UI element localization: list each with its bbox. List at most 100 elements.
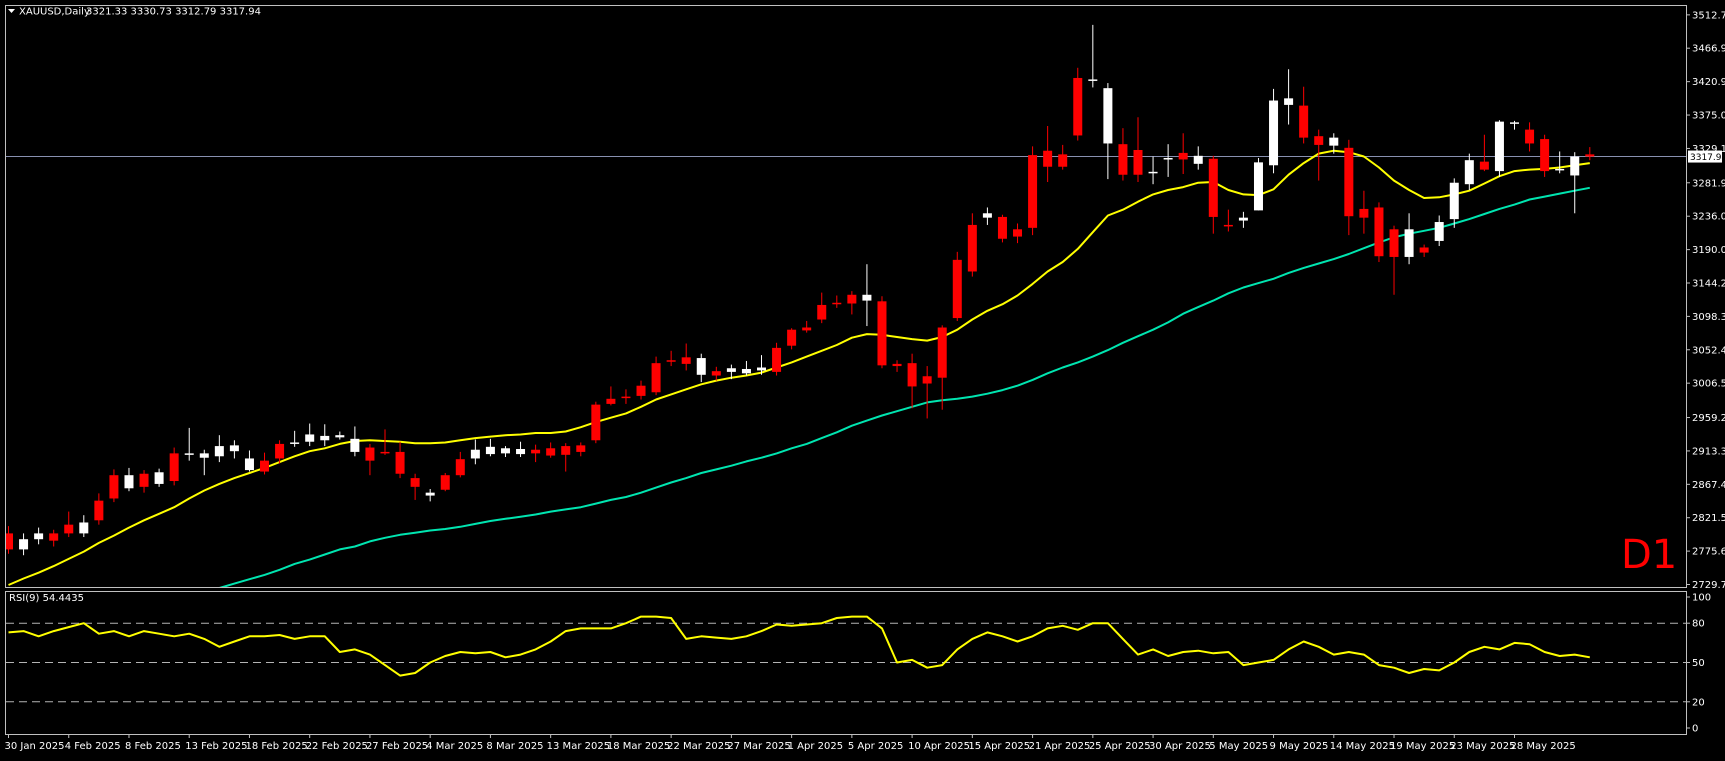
candle-bear[interactable] (1299, 106, 1308, 138)
candle-bull[interactable] (1510, 122, 1519, 124)
candle-bull[interactable] (1555, 169, 1564, 171)
candle-bear[interactable] (832, 303, 841, 305)
candle-bear[interactable] (938, 328, 947, 378)
candle-bull[interactable] (320, 436, 329, 440)
candle-bull[interactable] (426, 493, 435, 496)
candle-bear[interactable] (1480, 162, 1489, 170)
candle-bull[interactable] (305, 434, 314, 441)
candle-bull[interactable] (1254, 162, 1263, 210)
candle-bull[interactable] (1405, 229, 1414, 257)
candle-bear[interactable] (787, 330, 796, 346)
candle-bear[interactable] (1179, 153, 1188, 160)
candle-bear[interactable] (411, 478, 420, 487)
candle-bear[interactable] (621, 397, 630, 399)
candle-bear[interactable] (1525, 130, 1534, 144)
candle-bear[interactable] (275, 444, 284, 459)
candle-bear[interactable] (1390, 229, 1399, 257)
candle-bear[interactable] (877, 301, 886, 365)
candle-bull[interactable] (1164, 158, 1173, 160)
candle-bull[interactable] (335, 435, 344, 437)
candle-bear[interactable] (365, 448, 374, 461)
candle-bear[interactable] (1209, 159, 1218, 217)
candle-bear[interactable] (1118, 144, 1127, 175)
candle-bear[interactable] (260, 461, 269, 472)
candle-bull[interactable] (1103, 88, 1112, 143)
candle-bear[interactable] (606, 399, 615, 404)
candle-bull[interactable] (1269, 101, 1278, 166)
candle-bull[interactable] (501, 448, 510, 453)
candle-bear[interactable] (847, 295, 856, 304)
candle-bull[interactable] (124, 475, 133, 488)
candle-bear[interactable] (1043, 151, 1052, 167)
candle-bull[interactable] (727, 368, 736, 372)
candle-bull[interactable] (516, 449, 525, 454)
candle-bull[interactable] (34, 533, 43, 539)
candle-bear[interactable] (998, 217, 1007, 239)
candle-bull[interactable] (215, 446, 224, 456)
candle-bull[interactable] (697, 358, 706, 375)
candle-bull[interactable] (19, 539, 28, 549)
candle-bull[interactable] (1194, 156, 1203, 164)
candle-bull[interactable] (290, 442, 299, 444)
candle-bear[interactable] (908, 363, 917, 386)
candle-bear[interactable] (1058, 154, 1067, 166)
candle-bull[interactable] (757, 368, 766, 371)
candle-bull[interactable] (350, 439, 359, 452)
candle-bear[interactable] (923, 376, 932, 383)
candle-bear[interactable] (817, 305, 826, 320)
candle-bear[interactable] (652, 363, 661, 392)
candle-bear[interactable] (456, 459, 465, 475)
candle-bear[interactable] (1314, 136, 1323, 145)
candle-bull[interactable] (486, 447, 495, 454)
candle-bear[interactable] (1224, 225, 1233, 227)
candle-bull[interactable] (742, 369, 751, 373)
candle-bear[interactable] (576, 445, 585, 452)
candle-bear[interactable] (712, 371, 721, 375)
candle-bear[interactable] (682, 357, 691, 364)
candle-bull[interactable] (245, 458, 254, 470)
candle-bull[interactable] (1435, 222, 1444, 241)
candle-bear[interactable] (170, 453, 179, 481)
candle-bull[interactable] (1450, 183, 1459, 219)
candle-bear[interactable] (1420, 247, 1429, 252)
candle-bear[interactable] (772, 348, 781, 372)
candle-bull[interactable] (185, 453, 194, 455)
candle-bull[interactable] (1149, 172, 1158, 174)
candle-bear[interactable] (140, 474, 149, 487)
candle-bear[interactable] (1374, 207, 1383, 256)
candle-bull[interactable] (1088, 79, 1097, 81)
candle-bear[interactable] (591, 405, 600, 441)
candle-bull[interactable] (1570, 157, 1579, 176)
candle-bear[interactable] (441, 475, 450, 490)
candle-bull[interactable] (200, 453, 209, 457)
candle-bear[interactable] (1028, 155, 1037, 228)
candle-bull[interactable] (471, 450, 480, 459)
candle-bear[interactable] (1540, 139, 1549, 171)
candle-bear[interactable] (1359, 209, 1368, 218)
candle-bull[interactable] (983, 213, 992, 217)
candle-bear[interactable] (94, 501, 103, 521)
candle-bear[interactable] (546, 448, 555, 455)
candle-bull[interactable] (862, 295, 871, 301)
candle-bull[interactable] (1239, 218, 1248, 221)
candle-bear[interactable] (802, 328, 811, 331)
candle-bear[interactable] (1585, 154, 1594, 156)
candle-bear[interactable] (1134, 150, 1143, 175)
candle-bear[interactable] (1344, 148, 1353, 216)
candle-bear[interactable] (64, 525, 73, 534)
candle-bear[interactable] (109, 475, 118, 498)
candle-bull[interactable] (1495, 122, 1504, 171)
candle-bear[interactable] (531, 450, 540, 454)
candle-bear[interactable] (637, 386, 646, 396)
candle-bull[interactable] (1284, 98, 1293, 105)
candle-bear[interactable] (893, 364, 902, 366)
candle-bull[interactable] (1329, 138, 1338, 146)
candle-bull[interactable] (230, 445, 239, 451)
candle-bear[interactable] (667, 360, 676, 362)
candle-bear[interactable] (953, 260, 962, 318)
candle-bear[interactable] (49, 533, 58, 540)
candle-bull[interactable] (1465, 160, 1474, 184)
candle-bear[interactable] (1073, 78, 1082, 135)
